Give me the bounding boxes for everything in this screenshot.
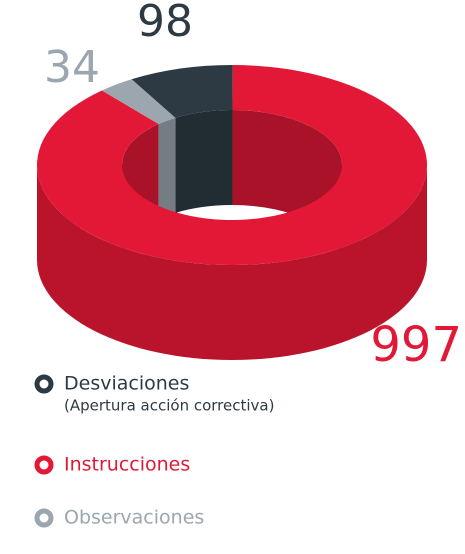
- value-label: 34: [44, 42, 100, 93]
- slice: [131, 65, 233, 118]
- slice: [36, 65, 428, 266]
- inner-wall: [175, 110, 233, 213]
- legend-note: (Apertura acción correctiva): [64, 397, 274, 415]
- legend-label: Observaciones: [64, 507, 204, 529]
- value-label: 98: [137, 0, 193, 47]
- inner-wall: [158, 117, 176, 220]
- value-label: 997: [370, 317, 462, 373]
- legend-icon: [34, 508, 54, 528]
- legend-icon: [34, 374, 54, 394]
- slice: [101, 79, 176, 125]
- outer-wall: [37, 165, 427, 360]
- donut: [36, 65, 428, 360]
- legend-label: Desviaciones: [64, 373, 189, 395]
- legend-icon: [34, 455, 54, 475]
- legend-label: Instrucciones: [64, 454, 190, 476]
